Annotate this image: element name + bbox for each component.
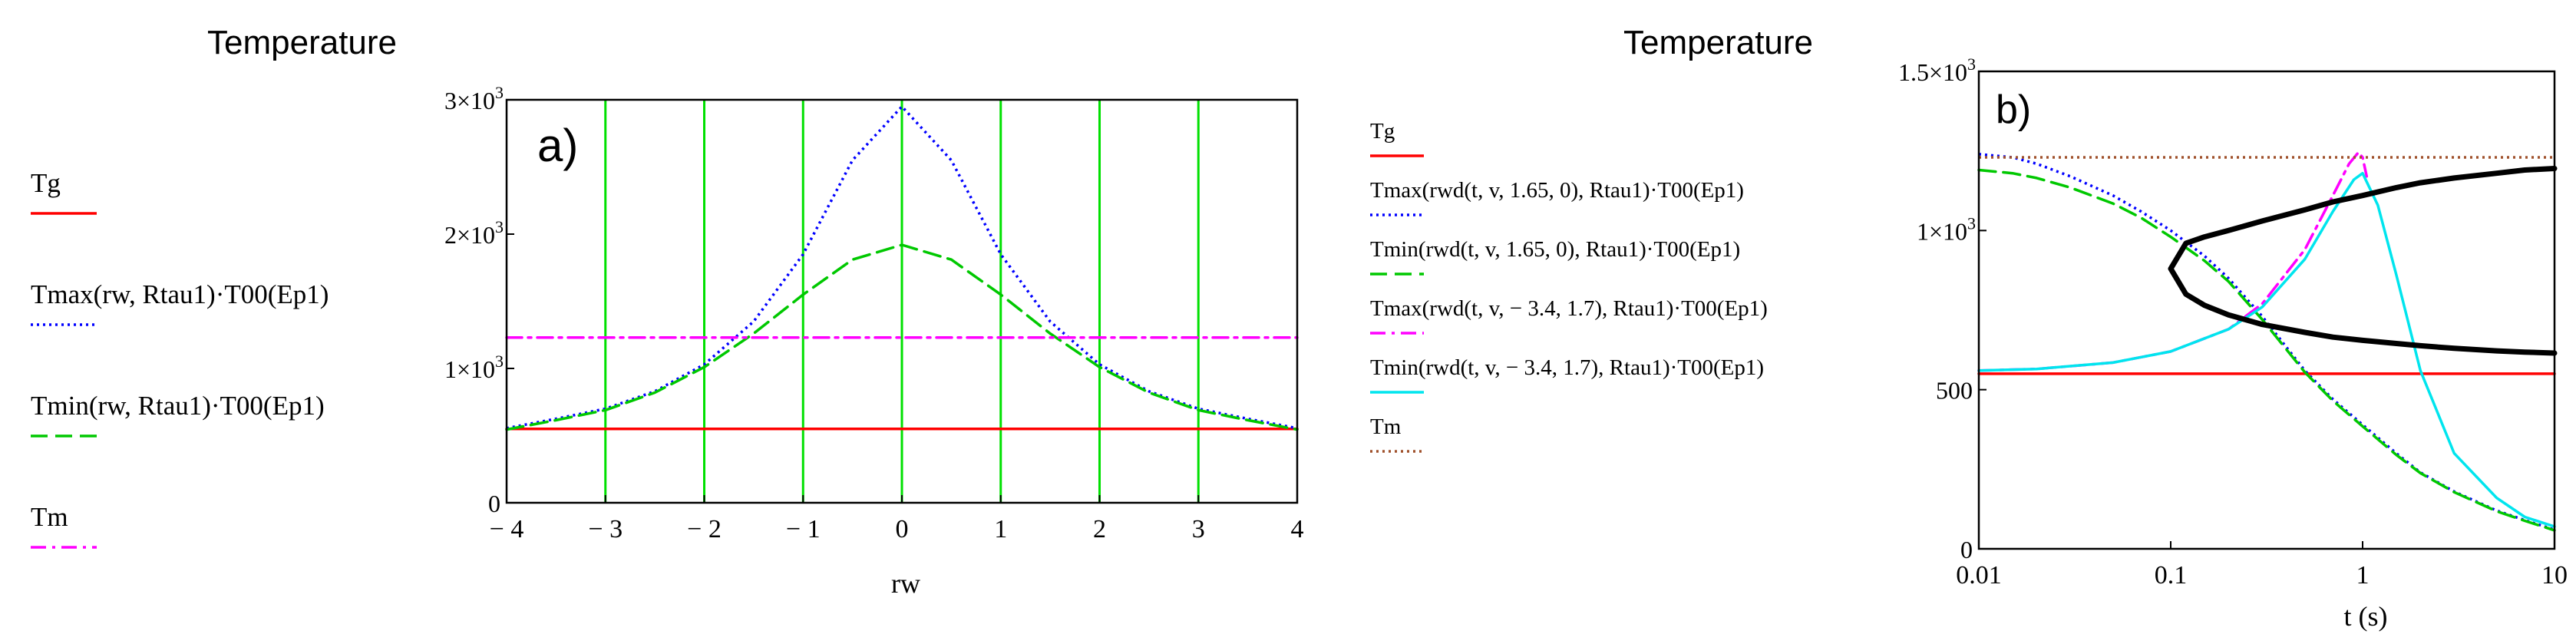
panel-b-plot: 0.01 0.1 1 10 0 500 1×103 1.5×103 [1898, 54, 2568, 590]
legend-label: Tmax(rw, Rtau1)·T00(Ep1) [31, 279, 329, 309]
y-tick-label: 1.5×103 [1898, 54, 1976, 86]
x-tick-label: 0 [896, 515, 909, 543]
x-tick-label: 10 [2541, 561, 2568, 590]
legend-label: Tg [31, 168, 61, 198]
panel-a-legend: Tg Tmax(rw, Rtau1)·T00(Ep1) Tmin(rw, Rtau1… [31, 168, 329, 549]
y-tick-label: 3×103 [444, 83, 504, 114]
legend-label: Tmin(rwd(t, v, 1.65, 0), Rtau1)·T00(Ep1) [1370, 237, 1740, 262]
x-tick-label: 3 [1192, 515, 1205, 543]
legend-label: Tg [1370, 119, 1395, 144]
x-tick-label: − 2 [687, 515, 722, 543]
panel-b-xlabel: t (s) [2344, 601, 2388, 632]
y-tick-label: 0 [488, 490, 500, 517]
legend-label: Tm [31, 502, 68, 532]
y-tick-label: 2×103 [444, 217, 504, 249]
x-tick-label: 1 [994, 515, 1007, 543]
x-tick-label: 1 [2356, 561, 2370, 590]
legend-label: Tmax(rwd(t, v, 1.65, 0), Rtau1)·T00(Ep1) [1370, 178, 1744, 203]
panel-a-plot: − 4 − 3 − 2 − 1 0 1 2 3 4 0 1×103 2×103 3×103 [444, 83, 1304, 543]
panel-a-label: a) [537, 120, 578, 171]
legend-label: Tmin(rw, Rtau1)·T00(Ep1) [31, 391, 325, 421]
legend-label: Tmax(rwd(t, v, − 3.4, 1.7), Rtau1)·T00(E… [1370, 296, 1768, 321]
panel-a-heading: Temperature [207, 24, 397, 61]
x-tick-label: − 1 [786, 515, 821, 543]
legend-label: Tmin(rwd(t, v, − 3.4, 1.7), Rtau1)·T00(E… [1370, 355, 1764, 380]
y-tick-label: 500 [1936, 377, 1973, 405]
series-line-2 [505, 243, 1299, 431]
legend-label: Tm [1370, 414, 1402, 439]
x-tick-label: − 3 [588, 515, 623, 543]
series-line-2 [1977, 168, 2556, 532]
series-line-4 [1977, 171, 2556, 528]
y-tick-label: 1×103 [444, 352, 504, 383]
panel-b-label: b) [1996, 88, 2031, 132]
y-tick-label: 0 [1960, 536, 1973, 563]
panel-b-heading: Temperature [1623, 24, 1813, 61]
x-tick-label: 0.1 [2155, 561, 2188, 590]
x-tick-label: − 4 [490, 515, 524, 543]
panel-a-xlabel: rw [891, 568, 920, 599]
y-tick-label: 1×103 [1917, 213, 1976, 245]
x-tick-label: 2 [1093, 515, 1106, 543]
series-line-6 [2168, 166, 2558, 356]
panel-a: Temperature Tg Tmax(rw, Rtau1)·T00(Ep1) Tm… [31, 24, 1304, 599]
panel-b-legend: Tg Tmax(rwd(t, v, 1.65, 0), Rtau1)·T00(Ep… [1370, 119, 1768, 453]
x-tick-label: 4 [1291, 515, 1304, 543]
x-tick-label: 0.01 [1956, 561, 2002, 590]
panel-b: Temperature Tg Tmax(rwd(t, v, 1.65, 0), R… [1370, 24, 2568, 632]
plot-frame [1977, 70, 2556, 550]
